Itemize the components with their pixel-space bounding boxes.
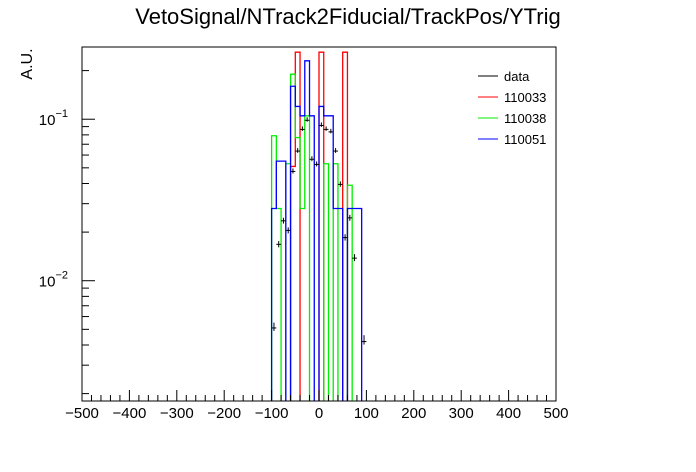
x-tick-label: −200 [207,405,241,422]
bar-110051-12 [338,209,343,401]
bar-110051-0 [272,209,277,401]
bar-110051-5 [300,116,305,401]
y-tick-label: 10−2 [39,270,68,291]
legend-label-110051: 110051 [504,132,546,147]
bar-110038-5 [300,209,305,401]
bar-110051-11 [333,209,338,401]
x-tick-label: −100 [255,405,289,422]
data-points-layer [271,117,367,345]
bar-110033-3 [343,52,348,401]
data-point-4 [290,168,296,174]
bar-110038-2 [286,164,291,401]
data-point-11 [323,126,329,131]
data-point-6 [300,126,305,131]
bar-110051-14 [352,209,357,401]
y-axis-label: A.U. [19,48,36,79]
bar-110051-2 [281,161,286,401]
series-outline-110038 [270,73,353,401]
bar-110051-9 [324,116,329,401]
bar-110051-6 [305,61,310,401]
bar-110038-7 [324,164,329,401]
x-tick-label: 200 [401,405,426,422]
bar-110051-13 [347,209,352,401]
data-point-5 [295,148,301,153]
data-point-2 [281,217,286,224]
chart-title: VetoSignal/NTrack2Fiducial/TrackPos/YTri… [135,4,561,29]
bar-110051-8 [319,106,324,401]
legend-entry-110038: 110038 [478,111,546,126]
bar-110051-1 [276,161,281,401]
x-tick-label: −400 [113,405,147,422]
bar-110051-15 [357,209,362,401]
legend: data 110033 110038 110051 [478,69,546,147]
legend-label-110033: 110033 [504,90,546,105]
data-point-10 [319,122,324,127]
data-point-15 [342,234,348,241]
data-point-18 [361,335,367,345]
legend-label-110038: 110038 [504,111,546,126]
bar-110033-2 [319,52,324,401]
data-point-1 [276,241,282,248]
data-point-7 [304,117,310,122]
x-tick-label: −500 [65,405,99,422]
bar-110038-4 [295,138,300,401]
bar-110038-6 [305,116,310,401]
legend-entry-110033: 110033 [478,90,546,105]
data-point-17 [352,254,357,262]
x-tick-label: 0 [315,405,323,422]
y-axis: 10−1 10−2 [39,70,95,395]
data-point-8 [309,156,315,162]
bar-110033-0 [291,166,296,401]
data-point-16 [347,214,353,221]
data-point-9 [314,161,319,167]
data-point-12 [328,128,334,134]
x-axis: −500 −400 −300 −200 −100 0 100 200 300 400 500 [65,390,569,422]
data-point-13 [333,148,338,153]
bar-110038-0 [272,136,277,401]
legend-entry-data: data [478,69,530,84]
data-point-14 [337,181,343,187]
series-110051 [270,60,363,401]
x-tick-label: 100 [354,405,379,422]
series-110038 [270,73,353,401]
x-tick-label: 500 [543,405,568,422]
legend-entry-110051: 110051 [478,132,546,147]
bar-110051-3 [291,86,296,401]
x-tick-label: 300 [449,405,474,422]
bar-110038-1 [276,209,281,401]
series-outline-110051 [270,60,363,401]
y-tick-label: 10−1 [39,108,68,129]
bar-110051-10 [328,116,333,401]
x-tick-label: 400 [496,405,521,422]
bar-110033-1 [295,52,300,401]
data-point-3 [285,227,291,234]
x-tick-label: −300 [160,405,194,422]
series-layer [270,51,363,401]
bar-110038-8 [333,164,338,401]
data-point-0 [271,322,277,331]
bar-110038-3 [291,74,296,401]
legend-label-data: data [504,69,530,84]
